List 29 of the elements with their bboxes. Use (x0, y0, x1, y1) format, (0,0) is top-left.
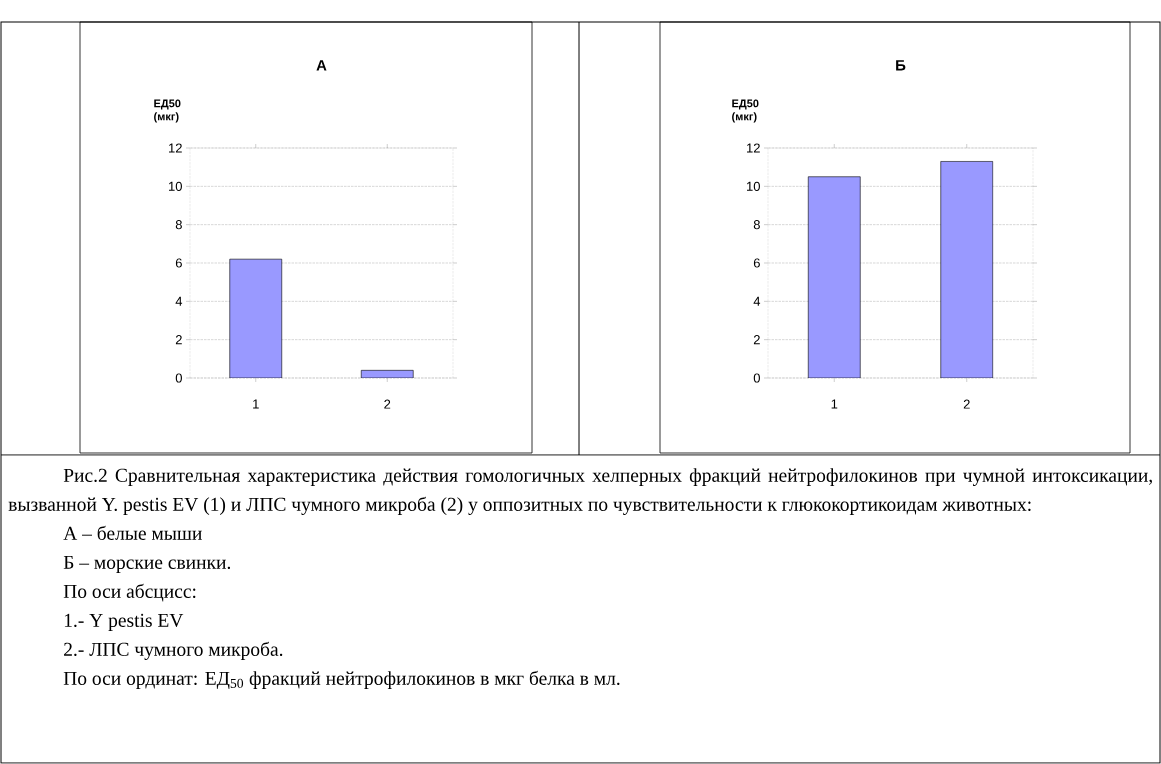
y-tick-label: 8 (753, 220, 760, 230)
text: Рис.2 Сравнительная характеристика действия гомологичных хелперных фракций нейтрофилокинов при чумной интоксикации, вызванной Y. pestis EV (1) и ЛПС чумного микроба (2) у оппозитных по чувствительности к глюкокортикоидам животных: (8, 468, 1152, 515)
y-tick-label: 6 (175, 258, 182, 268)
text: Б – морские свинки. (63, 555, 231, 573)
text: 2.- ЛПС чумного микроба. (64, 641, 283, 660)
y-tick-label: 0 (753, 373, 760, 383)
text: 1.- Y pestis EV (64, 613, 184, 631)
y-tick-label: 12 (747, 143, 760, 153)
y-axis-title: ЕД50 (мкг) (732, 99, 759, 123)
x-tick-label: 1 (831, 399, 838, 409)
y-tick-label: 2 (175, 335, 182, 345)
x-tick-label: 2 (384, 399, 391, 409)
y-tick-label: 2 (753, 335, 760, 345)
y-tick-label: 4 (175, 296, 183, 306)
y-tick-label: 0 (175, 373, 182, 383)
y-tick-label: 4 (753, 296, 761, 306)
y-tick-label: 8 (175, 220, 182, 230)
y-tick-label: 10 (747, 181, 760, 191)
chart-title: А (316, 60, 327, 71)
text: По оси ординат: ЕД$_{50}$ фракций нейтрофилокинов в мкг белка в мл. (63, 670, 620, 689)
chart-title: Б (896, 60, 906, 71)
y-tick-label: 10 (169, 181, 182, 191)
text: По оси абсцисс: (63, 583, 196, 602)
x-tick-label: 1 (253, 399, 259, 409)
y-tick-label: 12 (169, 143, 182, 153)
y-axis-title: ЕД50 (мкг) (154, 99, 181, 123)
text: А – белые мыши (63, 525, 202, 540)
y-tick-label: 6 (753, 258, 760, 268)
x-tick-label: 2 (963, 399, 970, 409)
